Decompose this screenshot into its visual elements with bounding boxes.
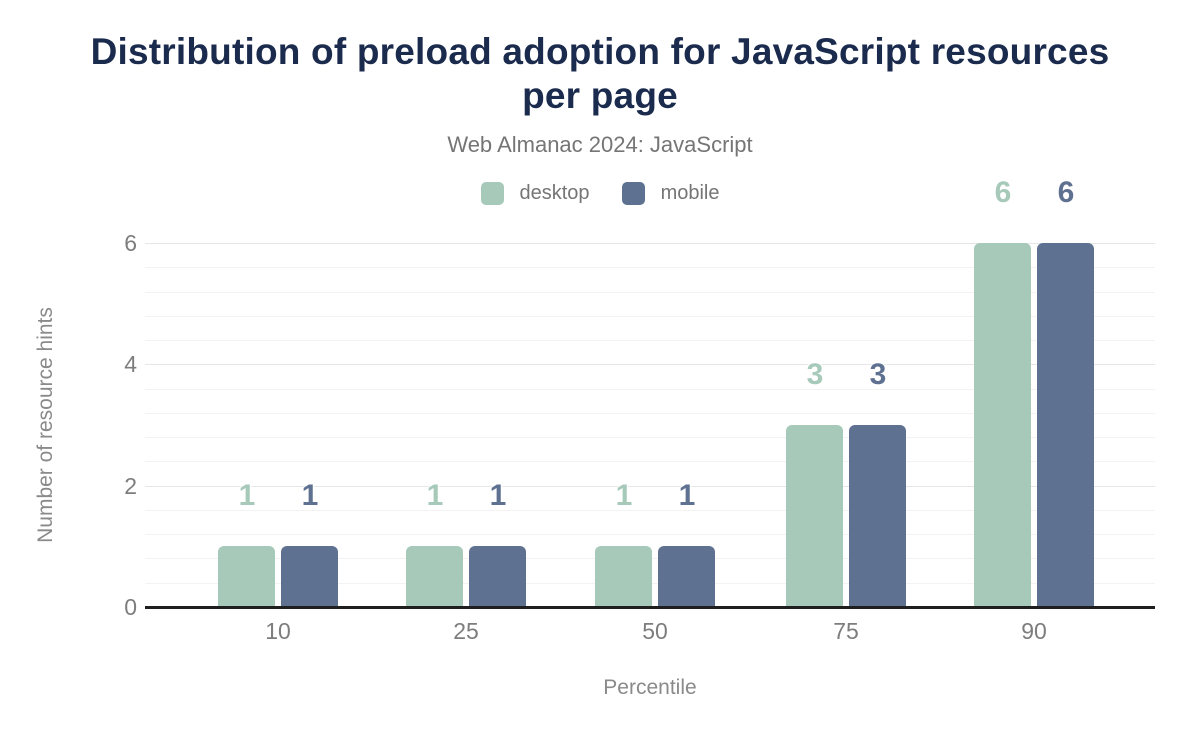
y-axis-title: Number of resource hints [34,307,57,543]
value-label-mobile-p25: 1 [489,479,507,512]
legend-item-mobile: mobile [621,182,720,205]
gridline-major [145,243,1155,244]
chart-title: Distribution of preload adoption for Jav… [90,31,1110,116]
bar-mobile-p90[interactable] [1037,243,1094,607]
y-tick-label-4: 4 [124,351,137,377]
x-tick-label-10: 10 [265,618,291,644]
gridline-minor [145,267,1155,268]
legend-swatch-mobile [621,182,645,205]
bar-mobile-p25[interactable] [469,546,526,607]
legend: desktop mobile [0,182,1200,205]
bar-desktop-p90[interactable] [974,243,1031,607]
value-label-mobile-p10: 1 [301,479,319,512]
x-axis-title: Percentile [603,676,697,699]
gridline-minor [145,510,1155,511]
legend-item-desktop: desktop [480,182,590,205]
y-tick-label-0: 0 [124,594,137,620]
legend-swatch-desktop [480,182,504,205]
value-label-mobile-p75: 3 [869,358,887,391]
gridline-minor [145,461,1155,462]
x-tick-label-50: 50 [642,618,668,644]
chart-subtitle: Web Almanac 2024: JavaScript [447,132,753,157]
value-label-mobile-p50: 1 [678,479,696,512]
x-tick-label-90: 90 [1021,618,1047,644]
gridline-major [145,486,1155,487]
value-label-desktop-p90: 6 [994,176,1012,209]
legend-label-desktop: desktop [519,182,590,204]
gridline-minor [145,413,1155,414]
gridline-minor [145,389,1155,390]
y-tick-label-2: 2 [124,473,137,499]
value-label-desktop-p50: 1 [615,479,633,512]
gridline-minor [145,340,1155,341]
bar-desktop-p25[interactable] [406,546,463,607]
bar-mobile-p50[interactable] [658,546,715,607]
x-axis-line [145,606,1155,609]
gridline-minor [145,316,1155,317]
gridline-minor [145,534,1155,535]
bar-desktop-p75[interactable] [786,425,843,607]
value-label-desktop-p75: 3 [806,358,824,391]
gridline-major [145,364,1155,365]
bar-mobile-p10[interactable] [281,546,338,607]
bar-desktop-p10[interactable] [218,546,275,607]
bar-desktop-p50[interactable] [595,546,652,607]
gridline-minor [145,437,1155,438]
legend-label-mobile: mobile [660,182,720,204]
x-tick-label-75: 75 [833,618,859,644]
value-label-mobile-p90: 6 [1057,176,1075,209]
value-label-desktop-p25: 1 [426,479,444,512]
y-tick-label-6: 6 [124,230,137,256]
value-label-desktop-p10: 1 [238,479,256,512]
gridline-minor [145,292,1155,293]
x-tick-label-25: 25 [453,618,479,644]
bar-mobile-p75[interactable] [849,425,906,607]
